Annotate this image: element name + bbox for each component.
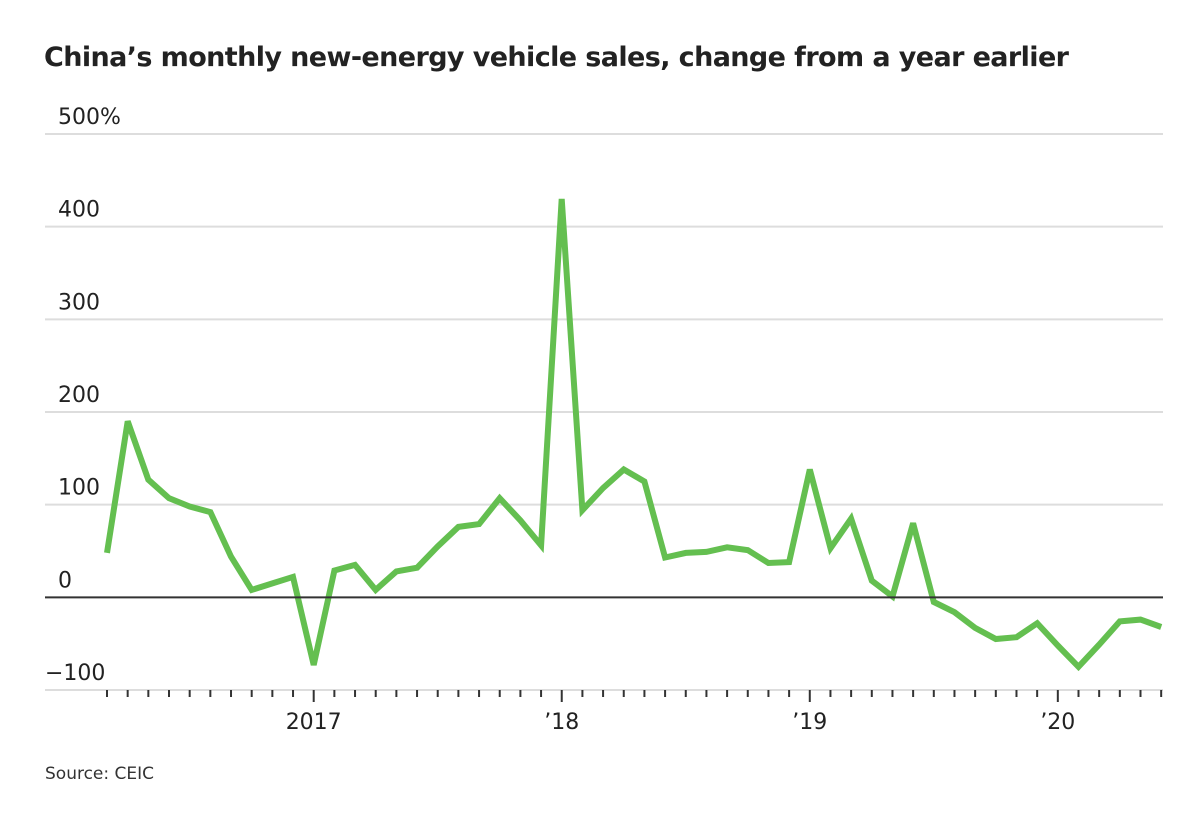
x-tick-label: 2017 <box>286 710 342 735</box>
y-tick-label: 300 <box>58 290 100 315</box>
y-tick-label: 100 <box>58 476 100 501</box>
series-line <box>104 198 1163 672</box>
x-tick-label: ’18 <box>544 710 579 735</box>
y-tick-label: 0 <box>58 568 72 593</box>
gridlines <box>45 133 1163 691</box>
x-tick-label: ’20 <box>1040 710 1075 735</box>
series-layer <box>45 198 1163 672</box>
y-tick-label: 500% <box>58 105 121 130</box>
y-tick-label: 200 <box>58 383 100 408</box>
y-axis-labels: 500% 400 300 200 100 0 −100 <box>45 105 121 686</box>
source-note: Source: CEIC <box>45 764 155 784</box>
y-tick-label: 400 <box>58 198 100 223</box>
x-tick-label: ’19 <box>792 710 827 735</box>
x-axis: 2017 ’18 ’19 ’20 <box>106 690 1163 735</box>
chart-title: China’s monthly new-energy vehicle sales… <box>44 42 1069 73</box>
y-tick-label: −100 <box>45 661 105 686</box>
